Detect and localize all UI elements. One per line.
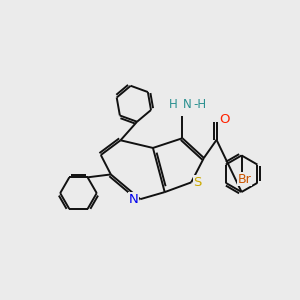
Text: -H: -H: [193, 98, 206, 111]
Text: S: S: [194, 176, 202, 189]
Text: Br: Br: [238, 172, 251, 185]
Text: O: O: [220, 113, 230, 126]
Text: N: N: [129, 193, 139, 206]
Text: H: H: [169, 98, 178, 111]
Text: N: N: [182, 98, 191, 111]
